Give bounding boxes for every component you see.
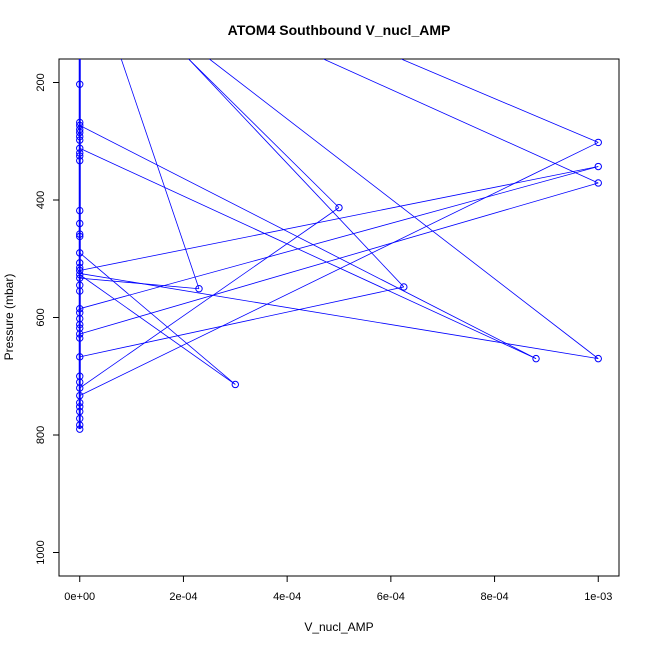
x-tick-label: 0e+00: [64, 591, 95, 603]
data-point: [76, 287, 84, 295]
data-point: [76, 270, 84, 279]
data-point: [76, 398, 84, 407]
data-point: [400, 283, 408, 291]
profile-segment: [209, 59, 599, 359]
data-point: [76, 136, 84, 144]
data-point: [76, 353, 84, 361]
profile-segment: [79, 252, 236, 385]
x-tick-label: 1e-03: [584, 591, 612, 603]
plot-area: [76, 59, 602, 433]
profile-segment: [79, 125, 537, 359]
y-tick-label: 800: [35, 426, 47, 444]
data-point: [76, 372, 84, 380]
data-point: [594, 162, 602, 171]
data-point: [76, 149, 84, 157]
data-point: [76, 206, 84, 215]
profile-segment: [79, 277, 200, 290]
data-point: [76, 249, 84, 257]
x-tick-label: 2e-04: [169, 591, 197, 603]
data-point: [76, 421, 84, 429]
profile-segment: [79, 147, 537, 359]
data-point: [335, 203, 343, 212]
profile-segment: [120, 59, 200, 289]
profile-segment: [323, 59, 599, 184]
profile-segment: [188, 59, 405, 288]
data-point: [76, 274, 84, 282]
profile-segment: [188, 59, 340, 208]
data-point: [76, 121, 84, 130]
data-point: [76, 330, 84, 338]
data-point: [76, 232, 84, 241]
data-point: [594, 179, 602, 187]
x-axis-label: V_nucl_AMP: [304, 620, 373, 634]
data-point: [76, 320, 84, 329]
data-point: [195, 285, 203, 293]
data-point: [231, 380, 239, 389]
data-point: [76, 281, 84, 289]
x-tick-label: 8e-04: [480, 591, 508, 603]
x-tick-label: 6e-04: [377, 591, 405, 603]
profile-segment: [79, 182, 599, 335]
data-point: [76, 324, 84, 332]
x-axis: 0e+00 2e-04 4e-04 6e-04 8e-04 1e-03: [64, 576, 612, 603]
data-point: [76, 391, 84, 400]
profile-segment: [79, 273, 599, 360]
data-point: [76, 304, 84, 313]
data-point: [76, 263, 84, 272]
x-tick-label: 4e-04: [273, 591, 301, 603]
data-point: [76, 384, 84, 392]
y-axis-label: Pressure (mbar): [2, 274, 16, 361]
data-point: [76, 266, 84, 275]
y-axis: 200 400 600 800 1000: [35, 73, 59, 565]
y-tick-label: 600: [35, 308, 47, 326]
data-point: [76, 219, 84, 228]
data-point: [76, 259, 84, 267]
data-point: [76, 156, 84, 165]
y-tick-label: 400: [35, 191, 47, 209]
profile-segment: [79, 166, 599, 310]
data-point: [76, 152, 84, 160]
data-point: [76, 118, 84, 127]
chart-title: ATOM4 Southbound V_nucl_AMP: [228, 22, 451, 38]
data-point: [76, 230, 84, 238]
profile-segment: [401, 59, 599, 143]
data-point: [76, 425, 84, 433]
data-point: [76, 334, 84, 342]
data-point: [76, 80, 84, 88]
data-point: [76, 378, 84, 386]
data-point: [532, 354, 540, 363]
profile-segment: [79, 286, 404, 358]
data-point: [76, 403, 84, 411]
profile-segment: [79, 274, 236, 385]
data-point: [76, 407, 84, 416]
y-tick-label: 200: [35, 73, 47, 91]
data-point: [594, 354, 602, 363]
data-point: [76, 132, 84, 141]
profile-segment: [79, 207, 340, 389]
data-point: [594, 138, 602, 147]
data-point: [76, 309, 84, 317]
profile-segment: [79, 142, 599, 396]
y-tick-label: 1000: [35, 540, 47, 564]
data-point: [76, 314, 84, 323]
profile-segment: [79, 166, 599, 271]
data-point: [76, 144, 84, 153]
plot-frame: [58, 58, 620, 577]
data-point: [76, 125, 84, 134]
data-point: [76, 128, 84, 137]
